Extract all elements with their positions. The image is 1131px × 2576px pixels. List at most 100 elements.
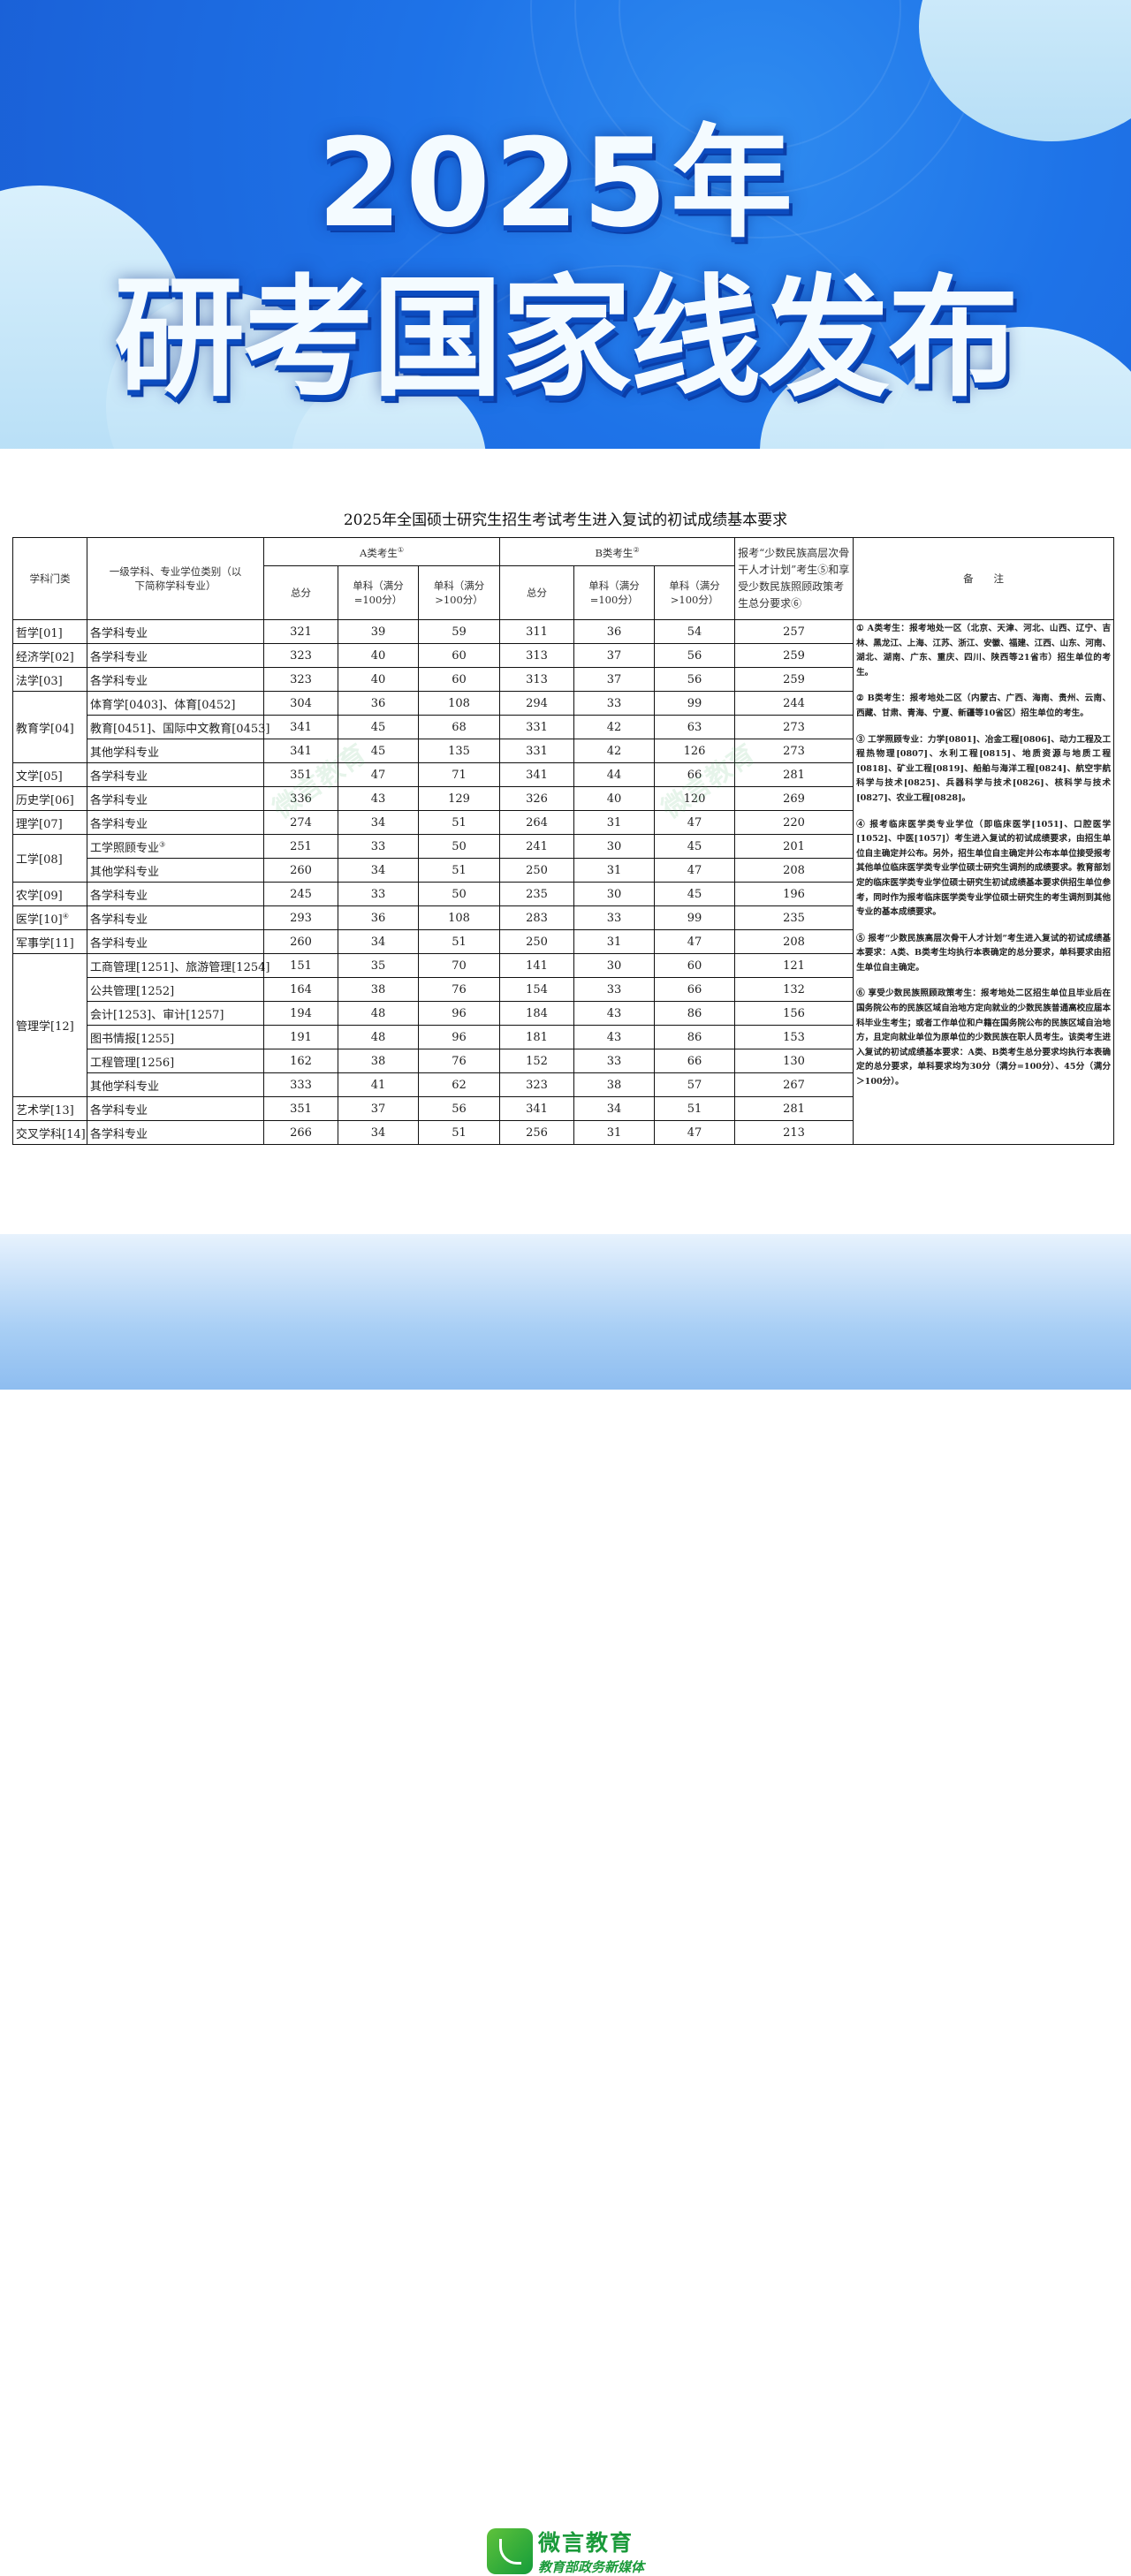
note-item: ③ 工学照顾专业：力学[0801]、冶金工程[0806]、动力工程及工程热物理[… xyxy=(856,734,1112,803)
b-score-cell: 313 xyxy=(499,643,575,668)
a-score-cell: 48 xyxy=(338,1025,419,1049)
a-score-cell: 251 xyxy=(263,834,338,859)
b-score-cell: 36 xyxy=(573,619,656,644)
b-score-cell: 99 xyxy=(654,905,736,930)
major-label: 各学科专业 xyxy=(90,793,148,807)
table-row: 会计[1253]、审计[1257] 194 48 96 184 43 86 156 xyxy=(13,1001,1114,1026)
footnote-mark: ④ xyxy=(62,912,69,921)
header-group-b: B类考生② xyxy=(499,537,736,566)
b-score-cell: 37 xyxy=(573,667,656,692)
b-score-cell: 250 xyxy=(499,858,575,883)
header-a-single-over100: 单科（满分>100分） xyxy=(417,565,501,620)
header-a-total: 总分 xyxy=(263,565,338,620)
footer: 微言教育 教育部政务新媒体 xyxy=(0,1234,1131,2575)
a-score-cell: 304 xyxy=(263,691,338,716)
category-label: 工学[08] xyxy=(16,853,63,867)
a-score-cell: 96 xyxy=(417,1025,501,1049)
notes-cell: ① A类考生：报考地处一区（北京、天津、河北、山西、辽宁、吉林、黑龙江、上海、江… xyxy=(853,619,1115,1145)
table-row: 法学[03] 各学科专业 323 40 60 313 37 56 259 xyxy=(12,667,1114,692)
b-score-cell: 45 xyxy=(654,882,736,906)
category-label: 管理学[12] xyxy=(16,1020,74,1034)
a-score-cell: 108 xyxy=(417,905,501,930)
category-label: 农学[09] xyxy=(16,889,63,903)
major-cell: 公共管理[1252] xyxy=(87,977,264,1002)
b-score-cell: 30 xyxy=(573,953,656,978)
a-score-cell: 38 xyxy=(338,977,419,1002)
a-score-cell: 41 xyxy=(338,1072,419,1097)
a-score-cell: 336 xyxy=(263,786,338,811)
b-score-cell: 56 xyxy=(654,643,736,668)
a-score-cell: 70 xyxy=(417,953,501,978)
category-label: 教育学[04] xyxy=(16,722,74,736)
b-score-cell: 33 xyxy=(573,905,656,930)
table-row: 图书情报[1255] 191 48 96 181 43 86 153 xyxy=(13,1025,1114,1049)
table-row: 艺术学[13] 各学科专业 351 37 56 341 34 51 281 xyxy=(12,1096,1114,1121)
category-cell: 农学[09] xyxy=(12,882,87,906)
a-score-cell: 59 xyxy=(417,619,501,644)
header-category: 学科门类 xyxy=(12,537,87,620)
b-score-cell: 47 xyxy=(654,858,736,883)
table-row: 其他学科专业 341 45 135 331 42 126 273 xyxy=(13,739,1114,763)
b-score-cell: 31 xyxy=(573,929,656,954)
major-label: 图书情报[1255] xyxy=(90,1032,175,1046)
category-cell: 教育学[04] xyxy=(12,691,87,763)
major-cell: 各学科专业 xyxy=(87,905,264,930)
major-cell: 教育[0451]、国际中文教育[0453] xyxy=(87,715,269,739)
a-score-cell: 341 xyxy=(263,715,338,739)
category-cell: 文学[05] xyxy=(12,762,87,787)
category-label: 法学[03] xyxy=(16,674,63,688)
b-score-cell: 33 xyxy=(573,977,656,1002)
header-minority: 报考“少数民族高层次骨干人才计划”考生⑤和享受少数民族照顾政策考生总分要求⑥ xyxy=(734,537,854,620)
minority-total-cell: 281 xyxy=(734,762,854,787)
note-item: ④ 报考临床医学类专业学位（即临床医学[1051]、口腔医学[1052]、中医[… xyxy=(856,819,1112,918)
b-score-cell: 31 xyxy=(573,1120,656,1145)
major-label: 会计[1253]、审计[1257] xyxy=(90,1008,224,1022)
header-major: 一级学科、专业学位类别（以下简称学科专业） xyxy=(87,537,264,620)
note-item: ⑤ 报考“少数民族高层次骨干人才计划”考生进入复试的初试成绩基本要求：A类、B类… xyxy=(856,933,1112,973)
major-cell: 各学科专业 xyxy=(87,882,264,906)
a-score-cell: 76 xyxy=(417,1049,501,1073)
major-label: 各学科专业 xyxy=(90,913,148,927)
a-score-cell: 129 xyxy=(417,786,501,811)
major-label: 各学科专业 xyxy=(90,817,148,831)
note-item: ② B类考生：报考地处二区（内蒙古、广西、海南、贵州、云南、西藏、甘肃、青海、宁… xyxy=(856,693,1112,718)
a-score-cell: 60 xyxy=(417,643,501,668)
group-b-label: B类考生 xyxy=(595,546,634,559)
a-score-cell: 245 xyxy=(263,882,338,906)
a-score-cell: 38 xyxy=(338,1049,419,1073)
b-score-cell: 30 xyxy=(573,882,656,906)
minority-total-cell: 201 xyxy=(734,834,854,859)
major-label: 工程管理[1256] xyxy=(90,1056,175,1070)
b-score-cell: 31 xyxy=(573,810,656,835)
category-cell: 交叉学科[14] xyxy=(12,1120,87,1145)
b-score-cell: 241 xyxy=(499,834,575,859)
major-label: 各学科专业 xyxy=(90,1127,148,1141)
a-score-cell: 260 xyxy=(263,929,338,954)
minority-total-cell: 213 xyxy=(734,1120,854,1145)
b-score-cell: 86 xyxy=(654,1025,736,1049)
table-row: 其他学科专业 333 41 62 323 38 57 267 xyxy=(13,1072,1114,1097)
a-score-cell: 35 xyxy=(338,953,419,978)
b-score-cell: 326 xyxy=(499,786,575,811)
major-label: 各学科专业 xyxy=(90,674,148,688)
b-score-cell: 86 xyxy=(654,1001,736,1026)
a-score-cell: 260 xyxy=(263,858,338,883)
b-score-cell: 56 xyxy=(654,667,736,692)
minority-total-cell: 208 xyxy=(734,929,854,954)
minority-total-cell: 196 xyxy=(734,882,854,906)
b-score-cell: 250 xyxy=(499,929,575,954)
major-cell: 体育学[0403]、体育[0452] xyxy=(87,691,264,716)
a-score-cell: 68 xyxy=(417,715,501,739)
category-label: 经济学[02] xyxy=(16,650,74,664)
a-score-cell: 162 xyxy=(263,1049,338,1073)
header-b-single-100: 单科（满分=100分） xyxy=(573,565,656,620)
b-score-cell: 45 xyxy=(654,834,736,859)
major-cell: 各学科专业 xyxy=(87,1096,264,1121)
a-score-cell: 323 xyxy=(263,667,338,692)
a-score-cell: 37 xyxy=(338,1096,419,1121)
b-score-cell: 42 xyxy=(573,739,656,763)
a-score-cell: 48 xyxy=(338,1001,419,1026)
b-score-cell: 60 xyxy=(654,953,736,978)
major-label: 各学科专业 xyxy=(90,650,148,664)
a-score-cell: 191 xyxy=(263,1025,338,1049)
